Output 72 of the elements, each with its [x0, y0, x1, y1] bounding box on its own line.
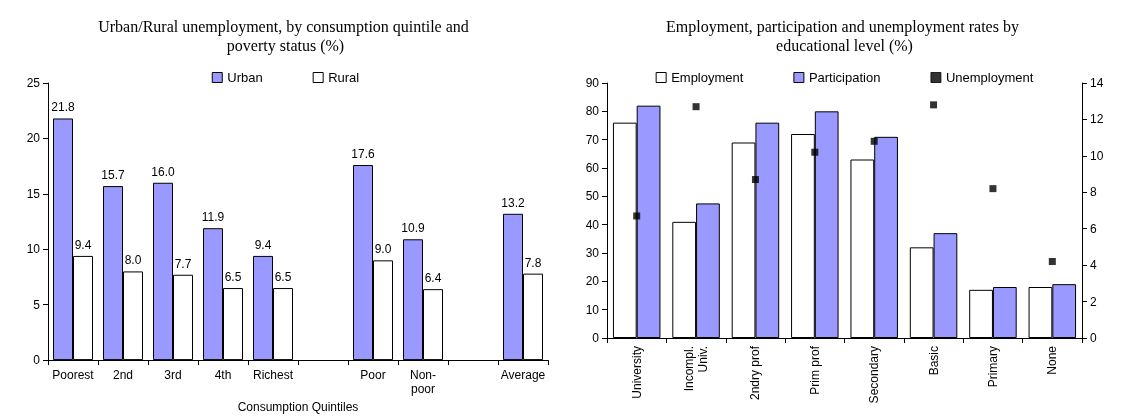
- y2-tick-label: 8: [1090, 185, 1097, 200]
- x-tick-label: Non- poor: [409, 368, 437, 397]
- y-tick-label: 0: [33, 353, 41, 368]
- data-label: 7.8: [524, 255, 542, 270]
- y-tick-label: 80: [585, 104, 600, 119]
- x-tick-label: Basic: [926, 346, 941, 376]
- x-tick-label: 4th: [214, 368, 232, 383]
- y-tick-label: 10: [585, 302, 600, 317]
- data-label: 15.7: [101, 168, 125, 183]
- point: [870, 137, 878, 145]
- y2-tick-label: 2: [1090, 294, 1097, 309]
- y-tick-label: 70: [585, 132, 600, 147]
- x-tick-label: 3rd: [164, 368, 182, 383]
- data-label: 17.6: [351, 147, 375, 162]
- chart-title: Employment, participation and unemployment rates by educational level (%): [666, 18, 1023, 55]
- y2-tick-label: 12: [1090, 112, 1104, 127]
- legend-label: Participation: [808, 70, 881, 85]
- y2-tick-label: 6: [1090, 221, 1097, 236]
- x-tick-label: Richest: [252, 368, 294, 383]
- data-label: 11.9: [201, 210, 225, 225]
- y-tick-label: 90: [585, 76, 600, 90]
- x-tick-label: 2ndry prof: [748, 345, 763, 401]
- y-tick-label: 25: [26, 76, 41, 90]
- data-label: 10.9: [401, 221, 425, 236]
- legend-label: Employment: [671, 70, 744, 85]
- y2-tick-label: 10: [1090, 148, 1104, 163]
- y-tick-label: 0: [592, 331, 600, 345]
- x-tick-label: None: [1045, 345, 1060, 375]
- y-tick-label: 60: [585, 161, 600, 175]
- data-label: 8.0: [124, 253, 142, 268]
- y2-tick-label: 4: [1090, 258, 1097, 273]
- y-tick-label: 40: [585, 217, 600, 232]
- legend-label: Urban: [227, 70, 263, 85]
- data-label: 7.7: [174, 256, 192, 271]
- chart-title: Urban/Rural unemployment, by consumption quintile and poverty status (%): [98, 18, 473, 55]
- point: [811, 148, 819, 156]
- y-tick-label: 20: [26, 131, 41, 146]
- legend-label: Rural: [328, 70, 360, 85]
- y2-tick-label: 14: [1090, 76, 1104, 90]
- legend-label: Unemployment: [945, 70, 1034, 85]
- point: [751, 176, 759, 184]
- data-label: 6.5: [224, 270, 242, 285]
- data-label: 9.0: [374, 242, 392, 257]
- y-tick-label: 50: [585, 189, 600, 204]
- x-tick-label: Average: [500, 368, 546, 383]
- x-tick-label: University: [629, 346, 644, 399]
- x-tick-label: Poorest: [52, 368, 95, 383]
- y-tick-label: 5: [33, 297, 41, 312]
- data-label: 9.4: [74, 237, 92, 252]
- point: [692, 103, 700, 111]
- point: [1048, 258, 1056, 265]
- x-tick-label: Prim prof: [807, 345, 822, 395]
- x-axis-title: Consumption Quintiles: [237, 400, 359, 414]
- x-tick-label: Incompl. Univ.: [682, 346, 711, 392]
- y-tick-label: 15: [26, 186, 41, 201]
- y-tick-label: 20: [585, 274, 600, 289]
- data-label: 13.2: [501, 195, 525, 210]
- data-label: 6.4: [424, 271, 442, 286]
- x-tick-label: 2nd: [112, 368, 134, 383]
- y-tick-label: 30: [585, 246, 600, 260]
- data-label: 6.5: [274, 270, 292, 285]
- data-label: 16.0: [151, 164, 175, 179]
- x-tick-label: Poor: [360, 368, 386, 383]
- point: [930, 101, 938, 109]
- x-tick-label: Secondary: [867, 346, 882, 404]
- point: [633, 212, 641, 220]
- point: [989, 185, 997, 193]
- data-label: 9.4: [254, 237, 272, 252]
- y-tick-label: 10: [26, 242, 41, 257]
- y2-tick-label: 0: [1090, 331, 1097, 345]
- data-label: 21.8: [51, 100, 75, 115]
- x-tick-label: Primary: [985, 346, 1000, 388]
